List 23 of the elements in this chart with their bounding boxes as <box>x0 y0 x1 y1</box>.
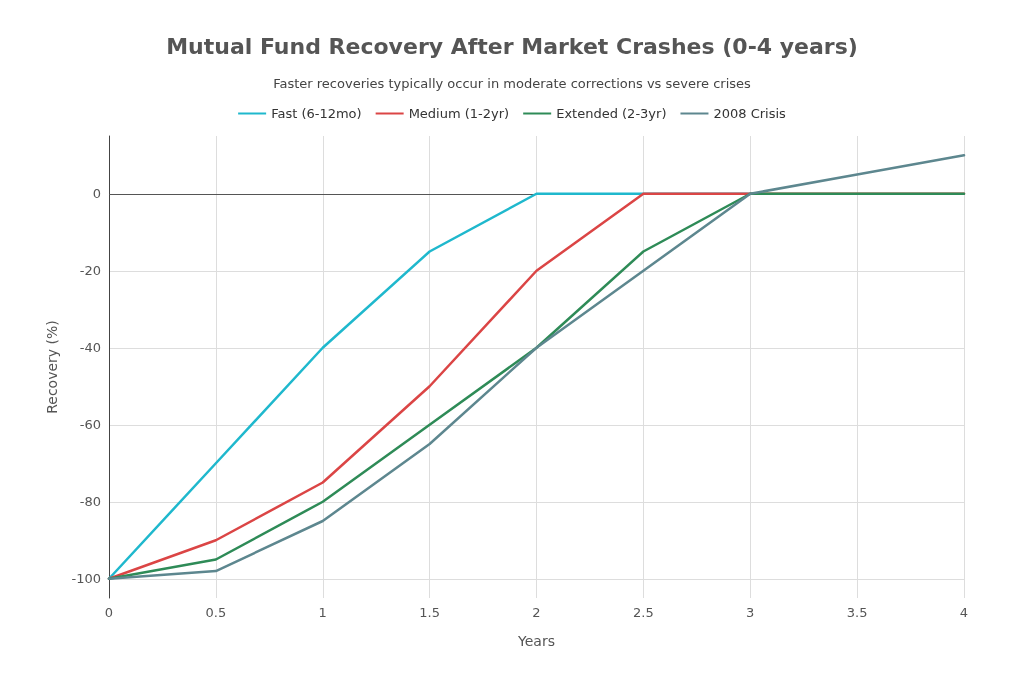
x-tick-label: 4 <box>959 605 969 620</box>
x-tick-label: 1.5 <box>419 605 440 620</box>
x-tick-label: 0 <box>104 605 114 620</box>
x-tick-label: 3.5 <box>846 605 868 620</box>
chart-subtitle: Faster recoveries typically occur in moderate corrections vs severe crises <box>273 76 752 91</box>
y-tick-label: -40 <box>79 340 101 356</box>
legend-label: Fast (6-12mo) <box>271 106 362 121</box>
legend-label: Extended (2-3yr) <box>556 106 667 121</box>
y-tick-label: -20 <box>79 263 101 279</box>
y-tick-label: -80 <box>79 494 101 510</box>
x-tick-label: 1 <box>318 605 327 620</box>
chart-title: Mutual Fund Recovery After Market Crashes (0-4 years) <box>166 33 858 59</box>
y-axis-title: Recovery (%) <box>44 320 60 414</box>
legend-label: Medium (1-2yr) <box>408 106 510 121</box>
y-tick-label: -60 <box>79 417 101 433</box>
y-tick-label: -100 <box>71 571 101 587</box>
x-tick-label: 2.5 <box>633 605 654 620</box>
x-tick-label: 2 <box>532 605 541 620</box>
x-tick-label: 0.5 <box>205 605 227 620</box>
legend-label: 2008 Crisis <box>713 106 787 121</box>
x-tick-label: 3 <box>746 605 755 620</box>
y-tick-label: 0 <box>92 186 101 202</box>
x-axis-title: Years <box>517 633 555 649</box>
